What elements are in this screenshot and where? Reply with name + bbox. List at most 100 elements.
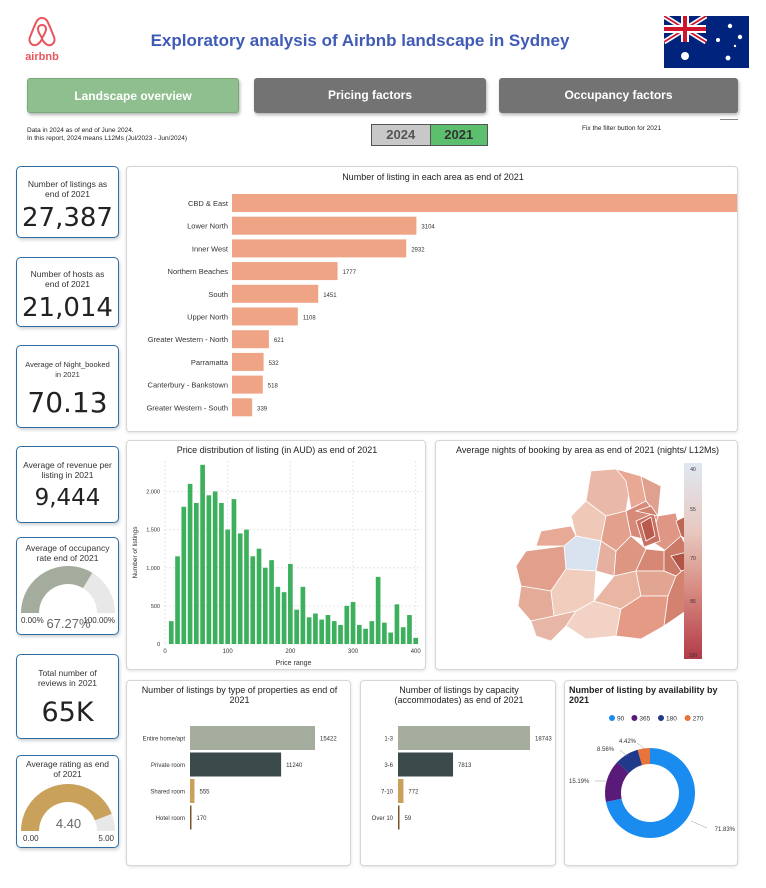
availability-legend-marker bbox=[631, 715, 638, 721]
price-x-tick: 400 bbox=[411, 649, 422, 655]
year-option-2021[interactable]: 2021 bbox=[429, 125, 487, 145]
airbnb-logo: airbnb bbox=[18, 16, 66, 66]
availability-card: Number of listing by availability by 202… bbox=[564, 680, 738, 866]
availability-legend-label: 365 bbox=[639, 716, 650, 723]
capacity-data-label: 59 bbox=[405, 816, 412, 822]
price-bar bbox=[225, 529, 231, 644]
area-chart-card: Number of listing in each area as end of… bbox=[126, 166, 738, 432]
price-y-tick: 1,500 bbox=[146, 528, 160, 534]
availability-legend-label: 270 bbox=[693, 716, 704, 723]
filter-note: Fix the filter button for 2021 bbox=[582, 125, 662, 132]
price-x-tick: 100 bbox=[223, 649, 234, 655]
area-data-label: 3104 bbox=[421, 225, 435, 231]
area-bar bbox=[232, 284, 319, 303]
price-bar bbox=[338, 624, 343, 644]
price-x-label: Price range bbox=[276, 660, 312, 667]
map-region bbox=[634, 505, 659, 517]
kpi-occupancy: Average of occupancy rate end of 2021 67… bbox=[16, 537, 119, 635]
map-scale-tick: 40 bbox=[690, 467, 696, 473]
kpi-reviews: Total number of reviews in 2021 65K bbox=[16, 654, 119, 739]
availability-leader-line bbox=[619, 749, 628, 757]
price-bar bbox=[275, 586, 281, 644]
map-scale-ticks: 40 55 70 85 100 bbox=[689, 467, 698, 659]
price-bar bbox=[256, 548, 262, 644]
property-type-bar bbox=[190, 752, 282, 777]
price-bar bbox=[369, 621, 375, 644]
price-x-tick: 200 bbox=[285, 649, 296, 655]
capacity-data-label: 772 bbox=[408, 790, 419, 796]
occupancy-gauge bbox=[21, 566, 115, 613]
capacity-bar bbox=[398, 779, 404, 803]
price-x-tick: 300 bbox=[348, 649, 359, 655]
kpi-listings-label: Number of listings as end of 2021 bbox=[27, 179, 108, 199]
rating-gauge bbox=[21, 784, 115, 831]
property-type-chart: Entire home/apt 15422 Private room 11240 Sha… bbox=[143, 726, 337, 830]
area-bar bbox=[232, 262, 338, 281]
area-bar bbox=[232, 352, 264, 371]
price-y-label: Number of listings bbox=[132, 526, 139, 579]
property-type-data-label: 555 bbox=[199, 790, 210, 796]
area-category-label: Canterbury - Bankstown bbox=[148, 381, 228, 390]
price-bar bbox=[325, 615, 331, 644]
map-region bbox=[640, 516, 656, 542]
availability-donut: 90 365 180 270 71.83% 15.19% 8.56% 4.42% bbox=[569, 715, 736, 838]
price-bar bbox=[288, 563, 293, 644]
area-bar bbox=[232, 307, 298, 326]
map-card: Average nights of booking by area as end… bbox=[435, 440, 738, 670]
kpi-occupancy-min: 0.00% bbox=[21, 616, 44, 625]
availability-slice bbox=[617, 749, 643, 774]
year-option-2024[interactable]: 2024 bbox=[372, 125, 430, 145]
area-category-label: Greater Western - South bbox=[146, 403, 228, 412]
property-type-category-label: Shared room bbox=[150, 790, 185, 796]
map-scale-tick: 100 bbox=[689, 653, 698, 659]
area-data-label: 621 bbox=[274, 338, 285, 344]
price-bar bbox=[281, 592, 287, 644]
kpi-hosts: Number of hosts as end of 2021 21,014 bbox=[16, 257, 119, 327]
area-data-label: 2932 bbox=[411, 247, 425, 253]
nav-pricing-factors[interactable]: Pricing factors bbox=[254, 78, 486, 113]
area-bar bbox=[232, 330, 269, 349]
area-category-label: Inner West bbox=[192, 244, 229, 253]
area-category-label: Greater Western - North bbox=[148, 335, 228, 344]
property-type-bar bbox=[190, 726, 315, 750]
nav-occupancy-factors[interactable]: Occupancy factors bbox=[499, 78, 738, 113]
price-bar bbox=[407, 615, 412, 644]
area-category-label: South bbox=[208, 290, 228, 299]
capacity-bar bbox=[398, 726, 530, 750]
price-bar bbox=[375, 576, 381, 644]
area-category-label: Parramatta bbox=[191, 358, 229, 367]
area-bar bbox=[232, 216, 417, 235]
airbnb-icon bbox=[28, 16, 56, 47]
area-data-label: 1108 bbox=[303, 316, 317, 322]
price-bar bbox=[206, 495, 212, 644]
area-bar bbox=[232, 194, 737, 212]
capacity-bar bbox=[398, 752, 454, 777]
kpi-rating-value: 4.40 bbox=[55, 816, 82, 831]
kpi-nights: Average of Night_booked in 2021 70.13 bbox=[16, 345, 119, 428]
price-y-tick: 1,000 bbox=[146, 566, 160, 572]
nav-landscape-overview[interactable]: Landscape overview bbox=[27, 78, 239, 113]
capacity-title: Number of listings by capacity (accommod… bbox=[394, 685, 524, 705]
area-chart-title: Number of listing in each area as end of… bbox=[342, 172, 524, 182]
property-type-bar bbox=[190, 805, 192, 830]
availability-legend-marker bbox=[609, 715, 615, 721]
price-bar bbox=[300, 586, 306, 644]
area-bar bbox=[232, 398, 253, 417]
availability-legend-label: 180 bbox=[666, 716, 677, 723]
capacity-category-label: Over 10 bbox=[372, 816, 394, 822]
area-category-label: CBD & East bbox=[188, 199, 229, 208]
price-bar bbox=[269, 560, 274, 644]
map-region bbox=[530, 610, 577, 642]
price-x-tick: 0 bbox=[163, 649, 167, 655]
area-data-label: 518 bbox=[268, 384, 279, 390]
availability-data-label: 8.56% bbox=[597, 747, 615, 753]
price-y-tick: 0 bbox=[157, 642, 160, 648]
kpi-occupancy-max: 100.00% bbox=[83, 616, 115, 625]
area-data-label: 339 bbox=[257, 406, 268, 412]
kpi-revenue-value: 9,444 bbox=[34, 485, 101, 511]
kpi-rating-min: 0.00 bbox=[23, 834, 39, 843]
kpi-listings: Number of listings as end of 2021 27,387 bbox=[16, 166, 119, 238]
availability-leader-line bbox=[690, 820, 708, 829]
price-chart-card: Price distribution of listing (in AUD) a… bbox=[126, 440, 426, 670]
availability-data-label: 15.19% bbox=[569, 779, 590, 785]
